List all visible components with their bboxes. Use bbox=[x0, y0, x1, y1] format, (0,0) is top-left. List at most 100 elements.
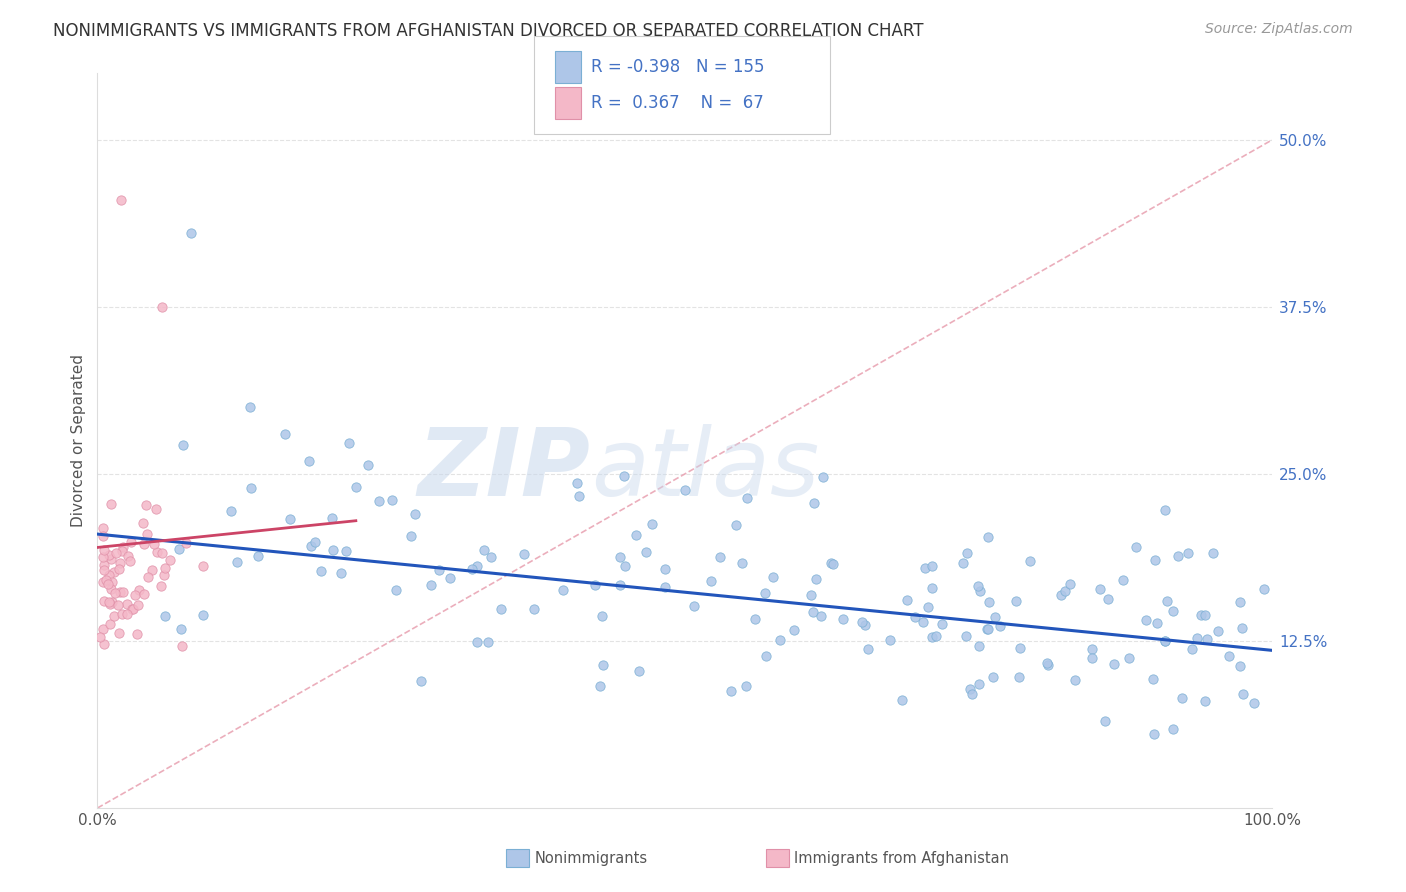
Text: ZIP: ZIP bbox=[418, 424, 591, 516]
Point bbox=[1081, 651, 1104, 665]
Point bbox=[654, 562, 676, 576]
Point bbox=[699, 574, 721, 589]
Point bbox=[1018, 554, 1040, 568]
Point bbox=[955, 629, 977, 643]
Point bbox=[553, 583, 575, 598]
Point bbox=[1143, 553, 1166, 567]
Point bbox=[1181, 642, 1204, 657]
Point bbox=[1008, 641, 1031, 656]
Point bbox=[142, 537, 165, 551]
Point bbox=[280, 512, 302, 526]
Point bbox=[1229, 658, 1251, 673]
Point bbox=[477, 635, 499, 649]
Point bbox=[730, 556, 752, 570]
Point bbox=[174, 535, 197, 549]
Point bbox=[94, 573, 117, 587]
Point bbox=[339, 436, 361, 450]
Point bbox=[1008, 669, 1031, 683]
Point bbox=[1229, 595, 1251, 609]
Text: Nonimmigrants: Nonimmigrants bbox=[534, 851, 647, 865]
Point bbox=[329, 566, 352, 580]
Point bbox=[754, 585, 776, 599]
Point bbox=[93, 594, 115, 608]
Point bbox=[170, 623, 193, 637]
Point bbox=[479, 550, 502, 565]
Point bbox=[744, 612, 766, 626]
Point bbox=[851, 615, 873, 630]
Point bbox=[612, 469, 634, 483]
Point bbox=[720, 683, 742, 698]
Point bbox=[917, 599, 939, 614]
Point bbox=[112, 540, 135, 554]
Point bbox=[1135, 613, 1157, 627]
Point bbox=[1194, 607, 1216, 622]
Point bbox=[589, 680, 612, 694]
Point bbox=[115, 607, 138, 621]
Point bbox=[381, 492, 404, 507]
Point bbox=[439, 571, 461, 585]
Point bbox=[856, 642, 879, 657]
Point bbox=[976, 623, 998, 637]
Point bbox=[1154, 634, 1177, 648]
Point bbox=[969, 583, 991, 598]
Point bbox=[931, 617, 953, 632]
Point bbox=[239, 481, 262, 495]
Point bbox=[1053, 583, 1076, 598]
Point bbox=[172, 438, 194, 452]
Point bbox=[1146, 615, 1168, 630]
Text: Immigrants from Afghanistan: Immigrants from Afghanistan bbox=[794, 851, 1010, 865]
Point bbox=[108, 626, 131, 640]
Point bbox=[823, 558, 845, 572]
Point bbox=[609, 550, 631, 565]
Point bbox=[103, 609, 125, 624]
Point bbox=[169, 542, 191, 557]
Point bbox=[614, 558, 637, 573]
Point bbox=[1036, 657, 1059, 672]
Point bbox=[984, 610, 1007, 624]
Point bbox=[979, 595, 1001, 609]
Point bbox=[98, 567, 121, 582]
Point bbox=[132, 516, 155, 530]
Point bbox=[150, 300, 173, 314]
Point bbox=[93, 563, 115, 577]
Point bbox=[107, 598, 129, 612]
Point bbox=[737, 491, 759, 506]
Point bbox=[145, 544, 167, 558]
Point bbox=[855, 617, 877, 632]
Point bbox=[734, 680, 756, 694]
Point bbox=[221, 504, 243, 518]
Point bbox=[127, 598, 149, 612]
Point bbox=[91, 521, 114, 535]
Point bbox=[152, 567, 174, 582]
Point bbox=[1005, 594, 1028, 608]
Point bbox=[583, 578, 606, 592]
Point bbox=[921, 559, 943, 574]
Point bbox=[159, 553, 181, 567]
Point bbox=[1195, 632, 1218, 646]
Point bbox=[896, 592, 918, 607]
Point bbox=[513, 547, 536, 561]
Point bbox=[640, 516, 662, 531]
Point bbox=[344, 480, 367, 494]
Point bbox=[111, 544, 134, 558]
Point bbox=[831, 612, 853, 626]
Point bbox=[1194, 694, 1216, 708]
Point bbox=[93, 558, 115, 572]
Point bbox=[304, 534, 326, 549]
Point bbox=[1167, 549, 1189, 563]
Point bbox=[1202, 546, 1225, 560]
Point bbox=[977, 622, 1000, 636]
Point bbox=[1064, 673, 1087, 687]
Point bbox=[97, 595, 120, 609]
Point bbox=[135, 498, 157, 512]
Point bbox=[990, 619, 1012, 633]
Point bbox=[465, 634, 488, 648]
Point bbox=[153, 608, 176, 623]
Point bbox=[111, 584, 134, 599]
Point bbox=[654, 581, 676, 595]
Point bbox=[105, 546, 128, 560]
Point bbox=[820, 557, 842, 571]
Point bbox=[322, 543, 344, 558]
Point bbox=[100, 497, 122, 511]
Point bbox=[91, 550, 114, 565]
